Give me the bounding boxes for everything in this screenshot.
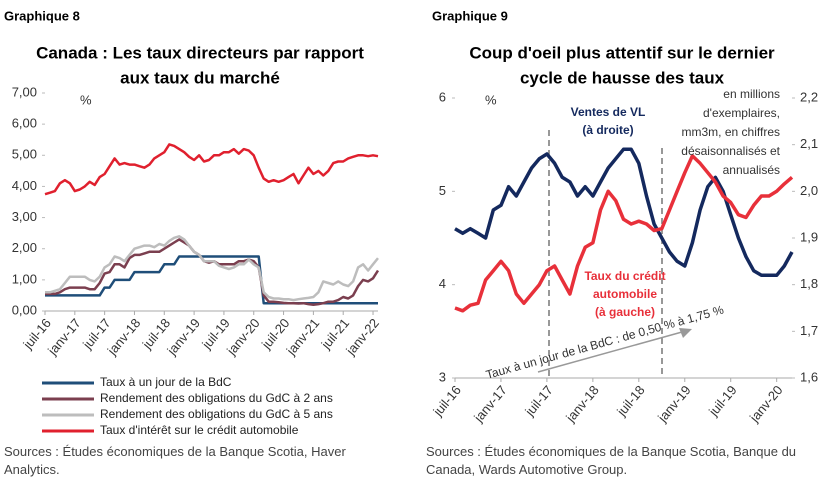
x-tick-label: janv-17 <box>44 315 84 358</box>
chart-title: Coup d'oeil plus attentif sur le dernier <box>469 43 775 62</box>
series-line <box>45 235 379 302</box>
y-tick-label: 1,00 <box>12 271 37 286</box>
annotation: Taux du crédit <box>584 269 665 283</box>
y-tick-label: 2,00 <box>12 240 37 255</box>
y-tick-label: 5 <box>439 183 446 198</box>
series-line <box>454 154 794 313</box>
y-tick-label: 6,00 <box>12 116 37 131</box>
y2-tick-label: 1,6 <box>800 369 818 384</box>
y2-tick-label: 2,1 <box>800 136 818 151</box>
x-tick-label: juil-16 <box>430 382 464 419</box>
chart-title: cycle de hausse des taux <box>520 68 725 87</box>
chart-title: Canada : Les taux directeurs par rapport <box>36 43 364 62</box>
y-tick-label: 4,00 <box>12 178 37 193</box>
x-tick-label: juil-19 <box>705 382 739 419</box>
legend-label: Rendement des obligations du GdC à 5 ans <box>100 407 333 421</box>
x-tick-label: janv-20 <box>746 382 786 425</box>
x-tick-label: juil-18 <box>613 382 647 419</box>
series-line <box>454 147 794 278</box>
arrow-line <box>537 331 683 373</box>
y2-tick-label: 1,8 <box>800 276 818 291</box>
legend-label: Taux d'intérêt sur le crédit automobile <box>100 423 299 437</box>
y-tick-label: 3 <box>439 369 446 384</box>
arrow-head <box>679 328 692 338</box>
y-tick-label: 5,00 <box>12 147 37 162</box>
y2-tick-label: 1,9 <box>800 229 818 244</box>
annotation: Ventes de VL <box>571 105 646 119</box>
y-tick-label: 0,00 <box>12 302 37 317</box>
chart-label: Graphique 9 <box>432 8 508 23</box>
series-line <box>44 143 379 196</box>
annotation: mm3m, en chiffres <box>682 125 780 139</box>
chart-label: Graphique 8 <box>4 8 80 23</box>
unit-label: % <box>80 92 92 107</box>
x-tick-label: janv-18 <box>562 382 602 425</box>
legend-label: Rendement des obligations du GdC à 2 ans <box>100 391 333 405</box>
annotation: annualisés <box>723 163 780 177</box>
annotation: (à gauche) <box>595 305 655 319</box>
y2-tick-label: 2,0 <box>800 183 818 198</box>
chart-title: aux taux du marché <box>120 68 280 87</box>
annotation: d'exemplaires, <box>703 106 780 120</box>
y2-tick-label: 1,7 <box>800 323 818 338</box>
source-right: Sources : Études économiques de la Banqu… <box>426 444 797 477</box>
x-tick-label: janv-17 <box>470 382 510 425</box>
annotation: en millions <box>723 87 780 101</box>
x-tick-label: janv-19 <box>654 382 694 425</box>
x-tick-label: juil-17 <box>521 382 555 419</box>
annotation: désaisonnalisés et <box>681 144 780 158</box>
unit-label: % <box>485 92 497 107</box>
y-tick-label: 3,00 <box>12 209 37 224</box>
legend-label: Taux à un jour de la BdC <box>100 375 232 389</box>
y-tick-label: 4 <box>439 276 446 291</box>
y-tick-label: 7,00 <box>12 84 37 99</box>
y2-tick-label: 2,2 <box>800 89 818 104</box>
source-left: Sources : Études économiques de la Banqu… <box>4 444 346 477</box>
annotation: automobile <box>593 287 657 301</box>
annotation: (à droite) <box>582 123 633 137</box>
y-tick-label: 6 <box>439 89 446 104</box>
